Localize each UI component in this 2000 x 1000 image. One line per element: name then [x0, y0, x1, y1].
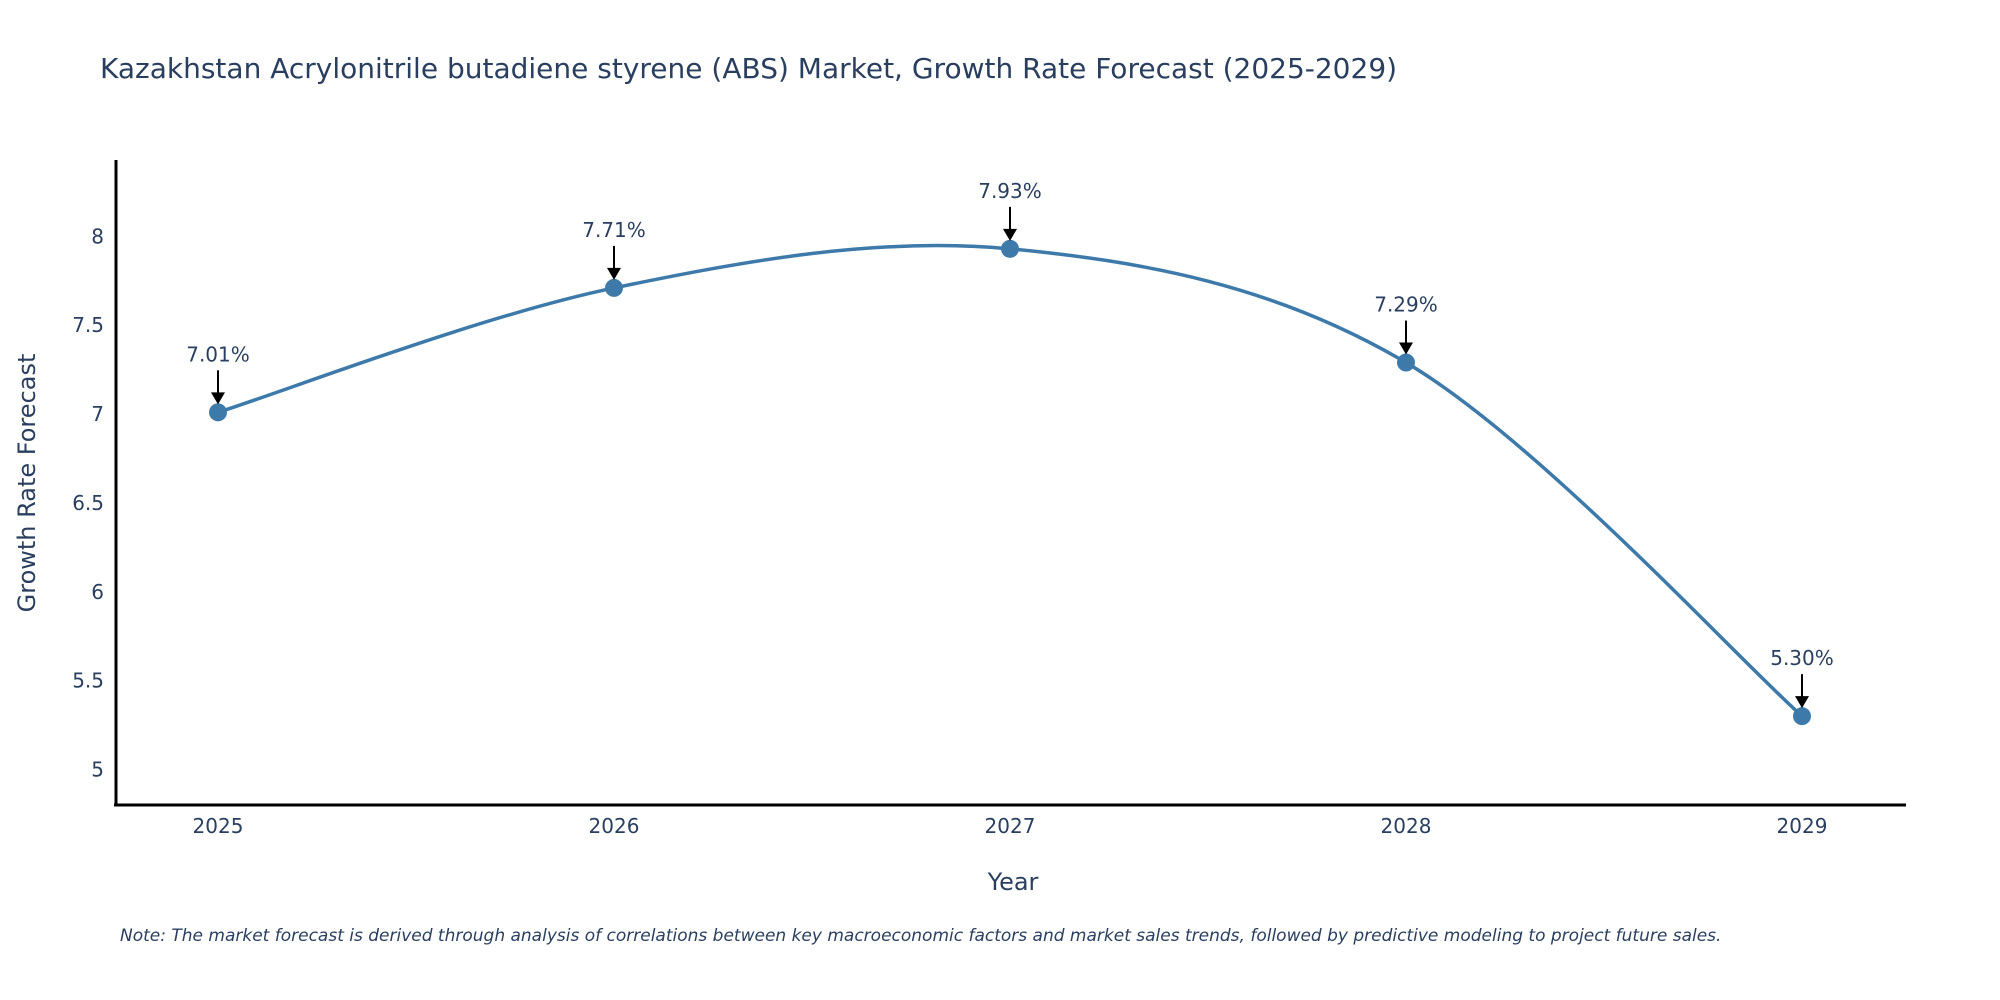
- annotation-arrow-head: [1399, 342, 1413, 355]
- series-line: [217, 243, 1804, 718]
- data-annotation: 7.29%: [1374, 293, 1438, 355]
- data-point: [1793, 707, 1811, 726]
- x-axis-title: Year: [987, 868, 1039, 896]
- data-points: [209, 239, 1811, 726]
- y-tick-label: 8: [91, 224, 104, 248]
- footnote: Note: The market forecast is derived thr…: [120, 926, 1721, 946]
- x-tick-label: 2025: [193, 814, 244, 838]
- data-point: [605, 278, 623, 297]
- y-tick-label: 6: [91, 580, 104, 604]
- data-label: 7.01%: [186, 342, 250, 366]
- x-axis-ticks: 2025 2026 2027 2028 2029: [193, 814, 1828, 838]
- data-label: 7.71%: [582, 218, 646, 242]
- data-point: [1001, 239, 1019, 258]
- data-annotation: 7.71%: [582, 218, 646, 280]
- annotation-arrow-head: [607, 267, 621, 280]
- x-tick-label: 2028: [1381, 814, 1432, 838]
- x-tick-label: 2029: [1777, 814, 1828, 838]
- data-annotation: 5.30%: [1770, 646, 1834, 709]
- data-label: 5.30%: [1770, 646, 1834, 670]
- annotation-arrow-head: [1795, 696, 1809, 709]
- data-annotation: 7.93%: [978, 179, 1042, 241]
- data-annotations: 7.01% 7.71% 7.93% 7.29% 5.30%: [186, 179, 1834, 709]
- data-label: 7.29%: [1374, 293, 1438, 317]
- y-tick-label: 6.5: [72, 491, 104, 515]
- x-tick-label: 2027: [985, 814, 1036, 838]
- y-tick-label: 7.5: [72, 313, 104, 337]
- y-axis-title: Growth Rate Forecast: [13, 354, 41, 613]
- annotation-arrow-head: [211, 392, 225, 405]
- chart-title: Kazakhstan Acrylonitrile butadiene styre…: [100, 52, 1397, 85]
- y-tick-label: 5.5: [72, 669, 104, 693]
- data-annotation: 7.01%: [186, 342, 250, 405]
- data-point: [1397, 353, 1415, 372]
- y-axis-ticks: 5 5.5 6 6.5 7 7.5 8: [72, 224, 104, 781]
- y-tick-label: 5: [91, 757, 104, 781]
- x-tick-label: 2026: [589, 814, 640, 838]
- data-label: 7.93%: [978, 179, 1042, 203]
- y-tick-label: 7: [91, 402, 104, 426]
- data-point: [209, 403, 227, 422]
- annotation-arrow-head: [1003, 228, 1017, 241]
